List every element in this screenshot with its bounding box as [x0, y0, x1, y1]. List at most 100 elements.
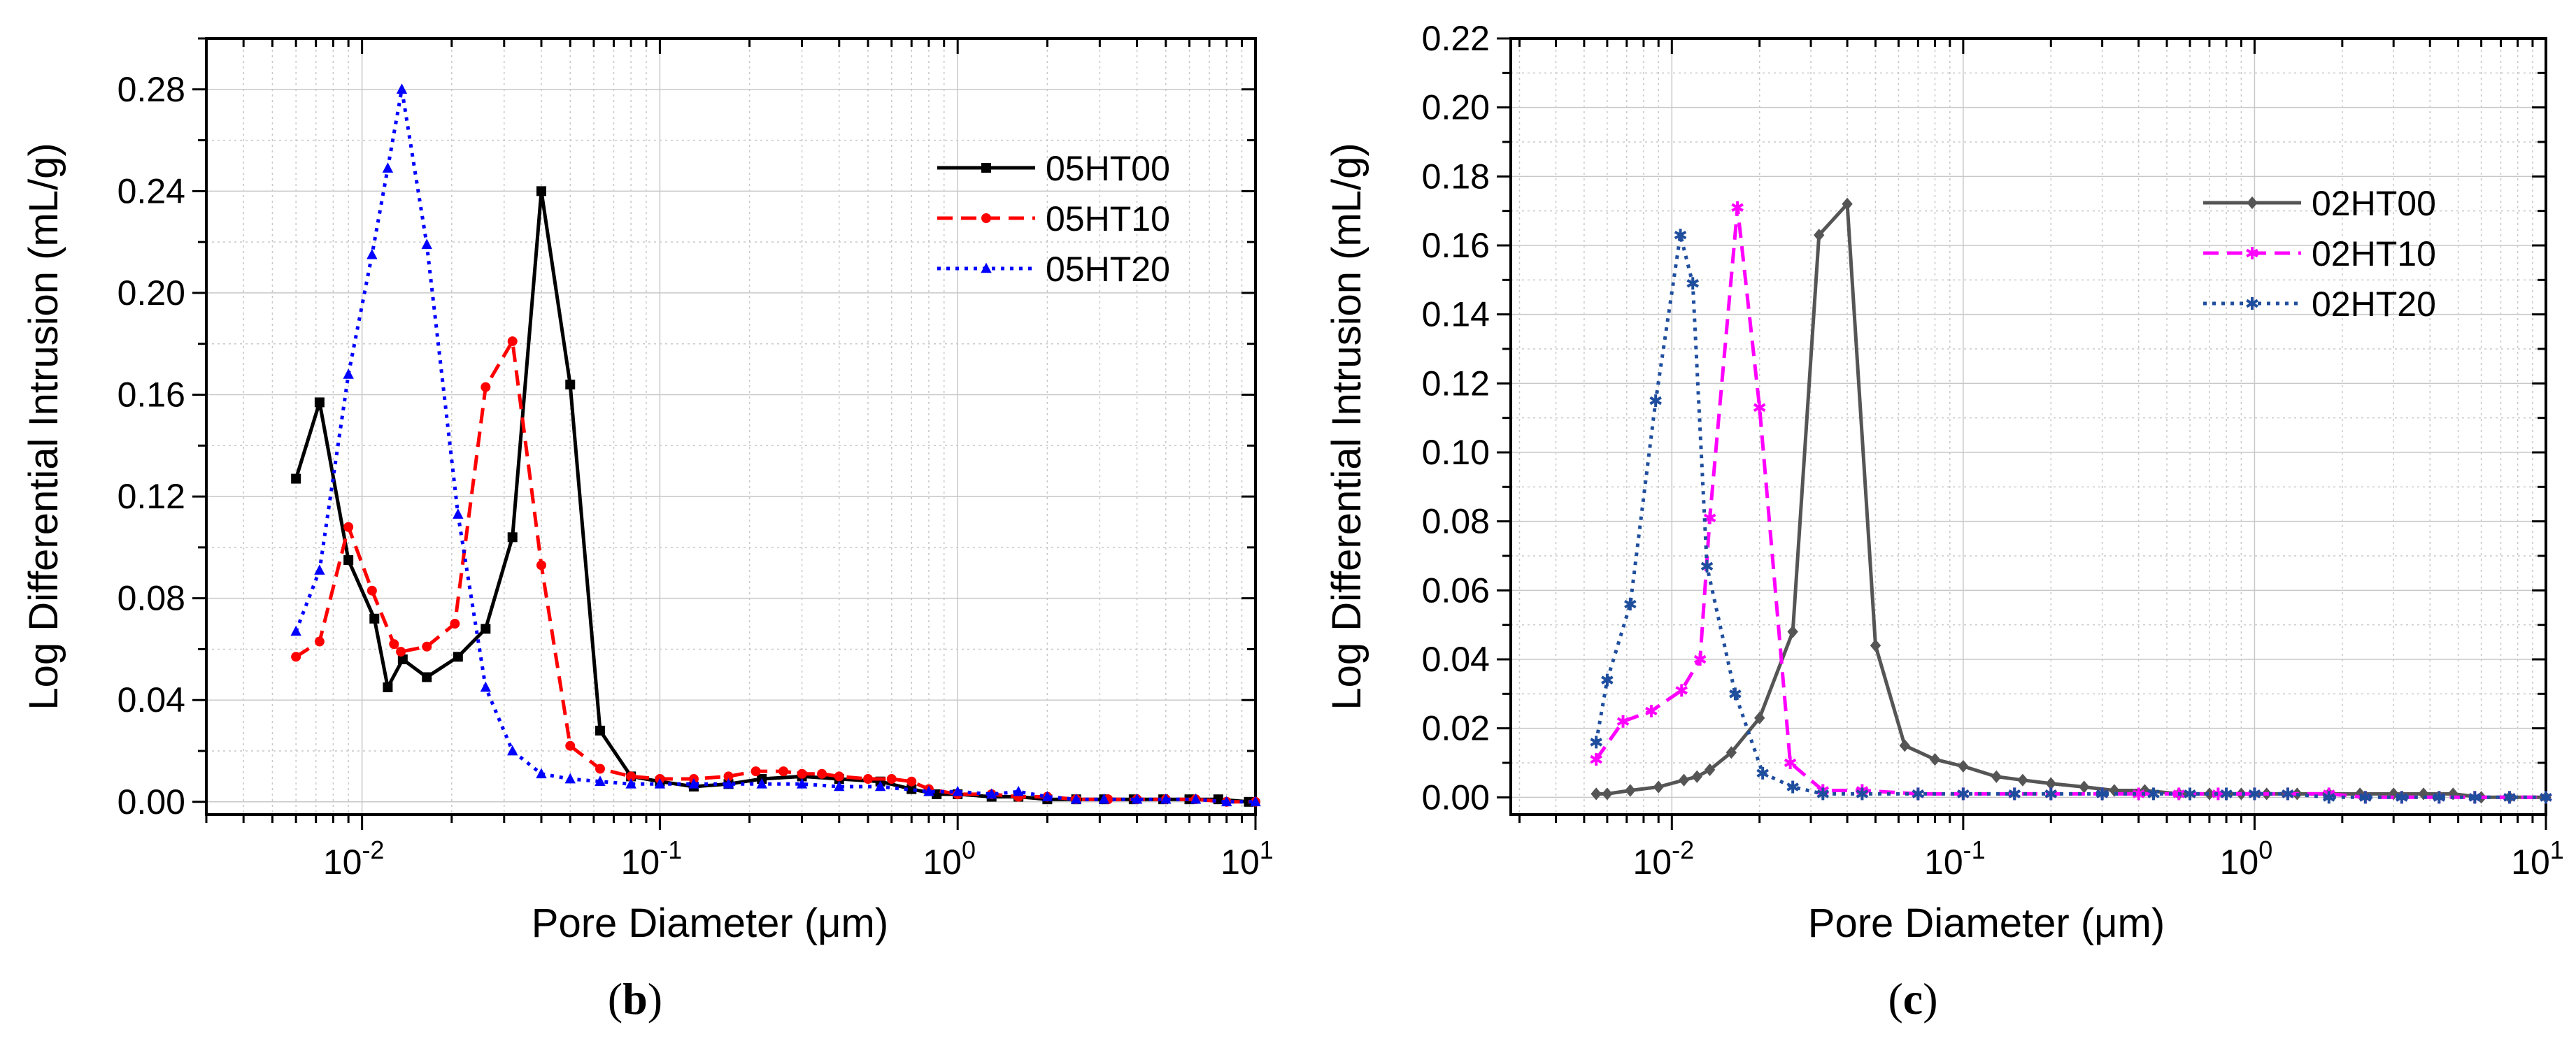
- panel-b-data-point: [450, 619, 460, 629]
- panel-b-data-point: [750, 766, 761, 777]
- panel-c-data-point: [2433, 791, 2446, 804]
- panel-b-y-tick-label: 0.00: [118, 782, 185, 822]
- panel-b-data-point: [756, 778, 767, 789]
- panel-c-data-point: [1691, 770, 1702, 783]
- panel-b-data-point: [1221, 796, 1232, 807]
- panel-c-data-point: [2503, 791, 2516, 804]
- panel-b-data-point: [314, 564, 325, 575]
- panel-b-data-point: [453, 508, 464, 519]
- panel-b-legend-marker: [981, 163, 991, 173]
- panel-c-data-point: [2139, 784, 2151, 797]
- panel-c-label: (c): [1888, 974, 1937, 1024]
- panel-c-data-point: [2184, 787, 2196, 801]
- panel-c-data-point: [2220, 787, 2233, 801]
- panel-b-data-point: [343, 368, 354, 379]
- panel-c-y-tick-label: 0.06: [1422, 571, 1490, 610]
- panel-c-data-point: [1814, 229, 1825, 242]
- panel-b-data-point: [1160, 793, 1172, 804]
- panel-b-data-point: [396, 647, 406, 657]
- panel-b-data-point: [923, 785, 934, 796]
- panel-c-ticks: 0.00 0.02 0.04 0.06 0.08 0.10 0.12 0.14 0.16 0.18…: [1422, 19, 2564, 882]
- panel-c-x-tick-label: 100: [2220, 836, 2273, 882]
- panel-b-grid: [206, 38, 1256, 815]
- panel-b-x-axis-label: Pore Diameter (μm): [532, 901, 888, 946]
- panel-c-data-point: [1842, 197, 1853, 210]
- panel-b-data-point: [723, 771, 734, 782]
- panel-b-y-tick-label: 0.08: [118, 579, 185, 618]
- panel-c-legend-label: 02HT20: [2312, 285, 2436, 324]
- panel-b-data-point: [396, 83, 408, 94]
- panel-b-data-point: [1098, 793, 1110, 804]
- panel-c-grid: [1511, 38, 2547, 815]
- panel-b-data-point: [453, 652, 463, 662]
- panel-c-data-point: [1786, 780, 1799, 794]
- panel-c-legend-marker: [2246, 297, 2258, 310]
- panel-c-data-point: [1590, 736, 1602, 749]
- panel-c-data-point: [1787, 625, 1798, 638]
- panel-b-data-point: [291, 473, 301, 484]
- panel-b-data-point: [797, 768, 807, 779]
- panel-c-data-point: [1625, 784, 1636, 797]
- panel-c-data-point: [1912, 787, 1925, 801]
- panel-c-data-point: [1753, 401, 1766, 414]
- panel-c-data-point: [1899, 739, 1910, 752]
- panel-b-data-point: [383, 682, 393, 693]
- panel-b-data-point: [367, 585, 377, 596]
- panel-b-data-point: [1250, 796, 1261, 807]
- panel-c-data-point: [2248, 787, 2261, 801]
- panel-c-data-point: [2388, 787, 2399, 801]
- panel-b-y-tick-label: 0.20: [118, 273, 185, 313]
- panel-b-data-point: [389, 639, 399, 650]
- panel-b-data-point: [1013, 785, 1024, 796]
- panel-c-data-point: [2447, 787, 2458, 801]
- panel-b-y-tick-label: 0.24: [118, 171, 185, 210]
- panel-b-data-point: [952, 785, 963, 796]
- panel-c-legend-marker: [2247, 196, 2258, 210]
- panel-c-y-tick-label: 0.04: [1422, 640, 1490, 679]
- panel-b-data-point: [481, 624, 491, 634]
- panel-c-data-point: [1704, 763, 1716, 776]
- panel-c-data-point: [1649, 394, 1662, 407]
- panel-c-data-point: [1601, 673, 1614, 687]
- panel-b-data-point: [1041, 791, 1053, 801]
- panel-c-x-tick-label: 101: [2511, 836, 2564, 882]
- panel-b-data-point: [778, 766, 789, 777]
- panel-b-data-point: [723, 778, 734, 789]
- panel-b-data-point: [536, 768, 547, 779]
- panel-b-data-point: [595, 764, 605, 774]
- panel-c-data-point: [2008, 787, 2021, 801]
- panel-b-data-point: [565, 740, 576, 751]
- panel-b-data-point: [1190, 793, 1202, 804]
- panel-b-data-point: [421, 238, 432, 250]
- panel-c-x-axis-label: Pore Diameter (μm): [1808, 901, 2165, 946]
- panel-c-x-tick-label: 10-1: [1924, 836, 1986, 882]
- panel-b-series-line-05HT20: [294, 87, 1255, 804]
- panel-c-data-point: [2079, 780, 2090, 794]
- panel-c-data-point: [2132, 787, 2145, 801]
- panel-b-data-point: [536, 186, 546, 196]
- panel-b-data-point: [834, 780, 845, 791]
- panel-b-x-tick-label: 10-2: [323, 836, 385, 882]
- panel-c-y-tick-label: 0.14: [1422, 295, 1490, 334]
- panel-b-x-tick-label: 10-1: [621, 836, 683, 882]
- panel-b-data-point: [507, 336, 518, 347]
- panel-b-data-point: [343, 522, 354, 532]
- panel-b-plot-frame: [205, 37, 1257, 816]
- panel-c-legend: 02HT00 02HT10 02HT20: [2203, 184, 2436, 324]
- panel-c-data-point: [1856, 787, 1869, 801]
- panel-b-y-tick-label: 0.16: [118, 375, 185, 415]
- panel-c-data-point: [1731, 201, 1744, 214]
- panel-c-y-tick-label: 0.18: [1422, 157, 1490, 196]
- panel-c-data-point: [1693, 653, 1707, 666]
- panel-b-series: [290, 83, 1261, 807]
- panel-b-x-tick-label: 100: [923, 836, 976, 882]
- panel-b-legend-label: 05HT00: [1046, 149, 1170, 188]
- panel-b-data-point: [863, 774, 874, 785]
- panel-b-data-point: [796, 778, 808, 789]
- panel-b-data-point: [481, 382, 491, 392]
- panel-c-y-tick-label: 0.20: [1422, 88, 1490, 127]
- panel-b-data-point: [290, 625, 301, 636]
- panel-b-x-tick-label: 101: [1221, 836, 1274, 882]
- panel-b-data-point: [343, 555, 354, 566]
- panel-c-y-tick-label: 0.22: [1422, 19, 1490, 58]
